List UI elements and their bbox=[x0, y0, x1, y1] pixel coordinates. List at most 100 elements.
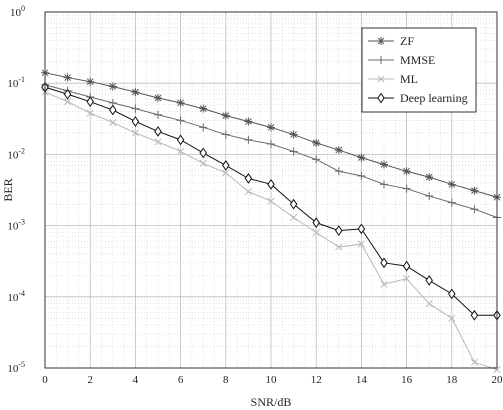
x-tick-label: 12 bbox=[311, 374, 322, 386]
data-point-marker bbox=[447, 180, 456, 189]
x-tick-label: 0 bbox=[42, 374, 48, 386]
data-point-marker bbox=[131, 104, 140, 113]
data-point-marker bbox=[402, 260, 411, 272]
data-point-marker bbox=[131, 129, 139, 137]
data-point-marker bbox=[64, 98, 72, 106]
series-deep-learning bbox=[41, 81, 501, 321]
x-tick-label: 2 bbox=[87, 374, 93, 386]
data-point-marker bbox=[177, 147, 185, 156]
data-point-marker bbox=[222, 160, 230, 171]
series-zf bbox=[41, 68, 501, 202]
legend-label: MMSE bbox=[400, 53, 435, 67]
y-tick-label: 10-5 bbox=[7, 360, 25, 375]
legend-label: Deep learning bbox=[400, 91, 468, 105]
legend-label: ML bbox=[400, 72, 418, 86]
legend: ZF MMSE ML Deep learning bbox=[361, 27, 477, 113]
y-axis-label: BER bbox=[1, 178, 15, 201]
data-point-marker bbox=[244, 173, 253, 184]
data-point-marker bbox=[176, 98, 185, 107]
data-point-marker bbox=[199, 147, 207, 159]
y-tick-label: 100 bbox=[10, 4, 25, 19]
legend-item: MMSE bbox=[368, 53, 435, 67]
data-point-marker bbox=[425, 275, 433, 286]
data-point-marker bbox=[109, 104, 117, 116]
data-point-marker bbox=[86, 77, 95, 86]
data-point-marker bbox=[470, 309, 479, 321]
data-point-marker bbox=[222, 169, 230, 177]
data-point-marker bbox=[357, 223, 366, 235]
y-tick-label: 10-1 bbox=[7, 75, 25, 90]
data-point-marker bbox=[425, 192, 434, 201]
data-point-marker bbox=[357, 240, 365, 248]
legend-marker bbox=[377, 56, 385, 64]
data-point-marker bbox=[131, 88, 140, 97]
series-layer bbox=[41, 68, 501, 374]
grid bbox=[45, 12, 497, 368]
data-point-marker bbox=[154, 126, 162, 137]
x-tick-label: 4 bbox=[133, 374, 139, 386]
data-point-marker bbox=[380, 257, 388, 269]
x-tick-label: 6 bbox=[178, 374, 184, 386]
data-point-marker bbox=[448, 314, 456, 322]
data-point-marker bbox=[244, 188, 252, 196]
y-tick-label: 10-4 bbox=[7, 289, 25, 304]
data-point-marker bbox=[447, 198, 456, 207]
data-point-marker bbox=[470, 205, 479, 214]
data-point-marker bbox=[86, 96, 94, 108]
data-point-marker bbox=[86, 109, 94, 117]
data-point-marker bbox=[290, 213, 298, 222]
data-point-marker bbox=[109, 119, 117, 127]
data-point-marker bbox=[154, 93, 162, 102]
data-point-marker bbox=[380, 160, 388, 169]
data-point-marker bbox=[312, 228, 320, 237]
data-point-marker bbox=[334, 167, 343, 176]
data-point-marker bbox=[176, 134, 185, 146]
x-tick-label: 14 bbox=[356, 374, 368, 386]
data-point-marker bbox=[335, 243, 343, 251]
x-tick-label: 20 bbox=[492, 374, 503, 386]
data-point-marker bbox=[267, 178, 275, 190]
data-point-marker bbox=[289, 198, 298, 210]
data-point-marker bbox=[63, 73, 72, 82]
y-tick-label: 10-3 bbox=[7, 218, 25, 233]
x-tick-label: 10 bbox=[266, 374, 278, 386]
data-point-marker bbox=[357, 153, 366, 162]
data-point-marker bbox=[267, 123, 275, 132]
data-point-marker bbox=[403, 275, 411, 283]
legend-item: Deep learning bbox=[368, 91, 468, 105]
data-point-marker bbox=[425, 173, 434, 182]
data-point-marker bbox=[470, 186, 479, 195]
y-tick-label: 10-2 bbox=[7, 146, 25, 161]
legend-item: ML bbox=[368, 72, 418, 86]
x-tick-label: 8 bbox=[223, 374, 229, 386]
data-point-marker bbox=[154, 138, 162, 146]
data-point-marker bbox=[199, 159, 207, 167]
legend-item: ZF bbox=[368, 34, 414, 48]
data-point-marker bbox=[470, 358, 478, 366]
data-point-marker bbox=[402, 167, 411, 176]
legend-marker bbox=[377, 37, 385, 45]
x-tick-label: 18 bbox=[446, 374, 458, 386]
data-point-marker bbox=[380, 180, 388, 189]
data-point-marker bbox=[221, 111, 230, 120]
data-point-marker bbox=[312, 155, 321, 164]
data-point-marker bbox=[267, 197, 275, 205]
x-tick-label: 16 bbox=[401, 374, 413, 386]
plot-frame bbox=[44, 11, 498, 369]
data-point-marker bbox=[244, 135, 253, 144]
legend-label: ZF bbox=[400, 34, 414, 48]
data-point-marker bbox=[357, 171, 366, 180]
legend-marker bbox=[377, 92, 385, 104]
data-point-marker bbox=[312, 138, 321, 147]
data-point-marker bbox=[108, 82, 117, 91]
data-point-marker bbox=[493, 366, 501, 374]
data-point-marker bbox=[380, 280, 388, 288]
data-point-marker bbox=[289, 147, 298, 156]
data-point-marker bbox=[199, 104, 208, 113]
data-point-marker bbox=[448, 288, 456, 300]
data-point-marker bbox=[402, 184, 411, 193]
data-point-marker bbox=[289, 130, 298, 139]
data-point-marker bbox=[154, 110, 162, 119]
data-point-marker bbox=[131, 116, 140, 127]
